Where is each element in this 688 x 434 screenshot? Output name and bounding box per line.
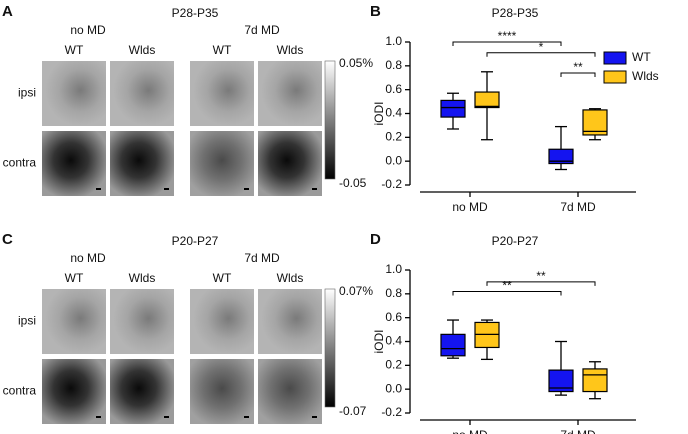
legend-swatch xyxy=(603,70,627,84)
x-tick-label: no MD xyxy=(452,200,488,214)
significance-bracket xyxy=(452,290,562,296)
legend-label: Wlds xyxy=(632,69,659,83)
significance-label: **** xyxy=(498,29,517,43)
response-image xyxy=(110,131,174,196)
y-tick-label: 1.0 xyxy=(385,262,402,276)
column-label: WT xyxy=(65,43,84,57)
colorbar-max: 0.07% xyxy=(339,284,373,298)
charts: B P28-P35 iODI 1.0 0.8 0.6 0.4 0.2 0.0 -0.2 no MD 7… xyxy=(370,3,659,434)
y-tick-label: 0.8 xyxy=(385,58,402,72)
response-image xyxy=(258,289,322,354)
significance-bracket xyxy=(486,52,596,57)
legend-label: WT xyxy=(632,50,651,64)
column-label: Wlds xyxy=(129,43,156,57)
chart-title: P20-P27 xyxy=(492,234,539,248)
column-label: Wlds xyxy=(277,43,304,57)
y-tick-label: -0.2 xyxy=(381,177,402,191)
box xyxy=(440,333,466,357)
response-image xyxy=(258,131,322,196)
group-label: no MD xyxy=(70,251,106,265)
y-axis-label: iODI xyxy=(372,330,386,354)
x-tick-label: 7d MD xyxy=(560,200,596,214)
response-image xyxy=(258,61,322,126)
column-label: Wlds xyxy=(277,271,304,285)
y-tick-label: 0.4 xyxy=(385,334,402,348)
box xyxy=(440,99,466,118)
x-tick-label: no MD xyxy=(452,428,488,434)
response-image xyxy=(110,359,174,424)
y-tick-label: 0.2 xyxy=(385,358,402,372)
x-tick-label: 7d MD xyxy=(560,428,596,434)
row-label: ipsi xyxy=(18,86,36,100)
response-image xyxy=(42,131,106,196)
y-tick-label: 0.2 xyxy=(385,130,402,144)
chart-title: P28-P35 xyxy=(492,6,539,20)
column-label: WT xyxy=(65,271,84,285)
significance-bracket xyxy=(560,72,596,77)
scale-bar xyxy=(244,416,249,418)
row-label: ipsi xyxy=(18,314,36,328)
scale-bar xyxy=(96,416,101,418)
colorbar-min: -0.07 xyxy=(339,404,367,418)
panel-letter: A xyxy=(2,3,13,20)
response-image xyxy=(190,289,254,354)
panel-letter: C xyxy=(2,231,13,248)
column-label: WT xyxy=(213,43,232,57)
significance-label: ** xyxy=(573,60,583,74)
panel-letter: B xyxy=(370,3,381,20)
y-axis-label: iODI xyxy=(372,102,386,126)
panel-title: P28-P35 xyxy=(172,6,219,20)
scale-bar xyxy=(312,416,317,418)
scale-bar xyxy=(164,188,169,190)
scale-bar xyxy=(164,416,169,418)
scale-bar xyxy=(312,188,317,190)
significance-label: * xyxy=(539,40,544,54)
column-label: WT xyxy=(213,271,232,285)
significance-bracket xyxy=(452,41,562,46)
response-image xyxy=(42,61,106,126)
row-label: contra xyxy=(3,156,37,170)
y-tick-label: 1.0 xyxy=(385,34,402,48)
response-image xyxy=(42,359,106,424)
group-label: no MD xyxy=(70,23,106,37)
significance-label: ** xyxy=(536,269,546,283)
box xyxy=(582,368,608,393)
y-tick-label: -0.2 xyxy=(381,405,402,419)
y-tick-label: 0.6 xyxy=(385,310,402,324)
box xyxy=(548,369,574,393)
group-label: 7d MD xyxy=(244,251,280,265)
y-tick-label: 0.0 xyxy=(385,153,402,167)
significance-bracket xyxy=(486,281,596,286)
y-tick-label: 0.0 xyxy=(385,381,402,395)
scale-bar xyxy=(96,188,101,190)
colorbar-min: -0.05 xyxy=(339,176,367,190)
colorbar-max: 0.05% xyxy=(339,56,373,70)
row-label: contra xyxy=(3,384,37,398)
response-image xyxy=(190,61,254,126)
legend-swatch xyxy=(603,51,627,65)
colorbar xyxy=(324,288,336,408)
scale-bar xyxy=(244,188,249,190)
response-image xyxy=(190,359,254,424)
column-label: Wlds xyxy=(129,271,156,285)
colorbar xyxy=(324,60,336,180)
group-label: 7d MD xyxy=(244,23,280,37)
response-image xyxy=(110,289,174,354)
image-panels: A P28-P35 no MD 7d MD WT Wlds WT Wlds ipsi contra… xyxy=(2,3,373,424)
significance-label: ** xyxy=(502,279,512,293)
box xyxy=(474,91,500,109)
panel-letter: D xyxy=(370,231,381,248)
response-image xyxy=(190,131,254,196)
panel-title: P20-P27 xyxy=(172,234,219,248)
y-tick-label: 0.8 xyxy=(385,286,402,300)
response-image xyxy=(42,289,106,354)
response-image xyxy=(110,61,174,126)
response-image xyxy=(258,359,322,424)
box xyxy=(548,148,574,165)
y-tick-label: 0.4 xyxy=(385,106,402,120)
y-tick-label: 0.6 xyxy=(385,82,402,96)
